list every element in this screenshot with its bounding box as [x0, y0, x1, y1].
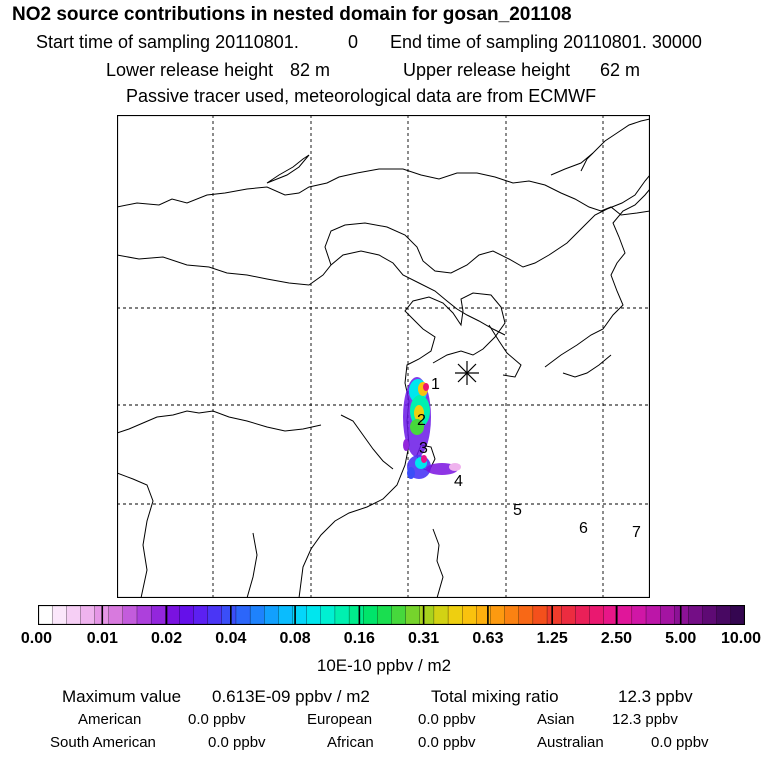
colorbar-cell	[532, 605, 548, 625]
colorbar-cell	[306, 605, 322, 625]
colorbar-cell	[320, 605, 336, 625]
colorbar-tick-label: 0.02	[150, 630, 183, 647]
asterisk-icon	[455, 361, 479, 385]
colorbar-cell	[561, 605, 576, 625]
region-label-2: 2	[417, 412, 426, 429]
colorbar-cell	[419, 605, 435, 625]
colorbar-cell	[447, 605, 463, 625]
total-mixing-value: 12.3 ppbv	[618, 687, 693, 706]
colorbar-cell	[207, 605, 223, 625]
concentration-plume	[403, 377, 461, 479]
colorbar-cell	[518, 605, 534, 625]
south-american-label: South American	[50, 734, 156, 751]
colorbar-cell	[405, 605, 421, 625]
african-value: 0.0 ppbv	[418, 734, 476, 751]
colorbar-cell	[278, 605, 294, 625]
colorbar-cell	[165, 605, 180, 625]
colorbar-tick-label: 0.08	[279, 630, 311, 647]
graticule	[117, 115, 650, 598]
colorbar-cell	[235, 605, 251, 625]
colorbar	[38, 605, 745, 625]
max-value-label: Maximum value	[62, 687, 182, 706]
total-mixing-label: Total mixing ratio	[431, 687, 559, 706]
colorbar-cell	[645, 605, 661, 625]
colorbar-cell	[462, 605, 477, 625]
colorbar-cell	[66, 605, 81, 625]
figure-title: NO2 source contributions in nested domai…	[12, 4, 572, 25]
colorbar-cell	[589, 605, 605, 625]
african-label: African	[327, 734, 374, 751]
colorbar-tick-label: 1.25	[536, 630, 568, 647]
region-label-1: 1	[431, 376, 440, 393]
colorbar-cell	[150, 605, 166, 625]
end-time-label: End time of sampling 20110801. 30000	[390, 32, 702, 52]
colorbar-cell	[136, 605, 152, 625]
colorbar-cell	[348, 605, 364, 625]
colorbar-cell	[660, 605, 675, 625]
australian-label: Australian	[537, 734, 604, 751]
colorbar-cell	[546, 605, 562, 625]
colorbar-cell	[617, 605, 633, 625]
colorbar-tick-label: 0.00	[20, 630, 53, 647]
colorbar-tick-label: 0.16	[343, 630, 375, 647]
colorbar-tick-label: 0.63	[472, 630, 504, 647]
region-label-4: 4	[454, 473, 463, 490]
colorbar-cell	[193, 605, 209, 625]
colorbar-cell	[688, 605, 704, 625]
region-label-5: 5	[513, 502, 522, 519]
colorbar-cell	[38, 605, 53, 625]
colorbar-tick-label: 0.01	[86, 630, 118, 647]
asian-label: Asian	[537, 711, 575, 728]
tracer-note: Passive tracer used, meteorological data…	[126, 86, 597, 106]
european-label: European	[307, 711, 373, 728]
colorbar-tick-label: 10.00	[720, 630, 762, 647]
asian-value: 12.3 ppbv	[612, 711, 678, 728]
start-time-value: 0	[348, 32, 359, 52]
american-value: 0.0 ppbv	[188, 711, 246, 728]
colorbar-unit: 10E-10 ppbv / m2	[316, 656, 452, 675]
colorbar-cell	[334, 605, 350, 625]
map-frame	[117, 115, 650, 598]
american-label: American	[78, 711, 142, 728]
colorbar-cell	[575, 605, 591, 625]
colorbar-cell	[631, 605, 647, 625]
colorbar-tick-label: 2.50	[600, 630, 633, 647]
south-american-value: 0.0 ppbv	[208, 734, 266, 751]
colorbar-cell	[730, 605, 745, 625]
colorbar-cell	[179, 605, 195, 625]
map-panel: 1 2 3 4 5 6 7	[117, 115, 650, 598]
colorbar-cell	[674, 605, 689, 625]
colorbar-cell	[433, 605, 449, 625]
colorbar-tick-label: 5.00	[665, 630, 697, 647]
lower-height-label: Lower release height	[106, 60, 274, 80]
lower-height-value: 82 m	[290, 60, 331, 80]
colorbar-cell	[377, 605, 393, 625]
australian-value: 0.0 ppbv	[651, 734, 709, 751]
max-value: 0.613E-09 ppbv / m2	[212, 687, 370, 706]
colorbar-cell	[80, 605, 96, 625]
colorbar-cell	[51, 605, 67, 625]
colorbar-cell	[264, 605, 279, 625]
coastlines	[117, 118, 650, 598]
region-label-6: 6	[579, 520, 588, 537]
start-time-label: Start time of sampling 20110801.	[36, 32, 299, 52]
upper-height-label: Upper release height	[403, 60, 571, 80]
colorbar-tick-label: 0.31	[408, 630, 440, 647]
colorbar-cell	[363, 605, 378, 625]
colorbar-cell	[221, 605, 237, 625]
colorbar-cell	[490, 605, 506, 625]
colorbar-cell	[108, 605, 124, 625]
colorbar-tick-label: 0.04	[215, 630, 247, 647]
colorbar-cell	[504, 605, 520, 625]
colorbar-cell	[702, 605, 718, 625]
region-label-7: 7	[632, 524, 641, 541]
colorbar-cell	[122, 605, 138, 625]
upper-height-value: 62 m	[600, 60, 641, 80]
colorbar-cell	[391, 605, 407, 625]
european-value: 0.0 ppbv	[418, 711, 476, 728]
colorbar-cell	[716, 605, 732, 625]
region-label-3: 3	[419, 440, 428, 457]
colorbar-cell	[249, 605, 265, 625]
